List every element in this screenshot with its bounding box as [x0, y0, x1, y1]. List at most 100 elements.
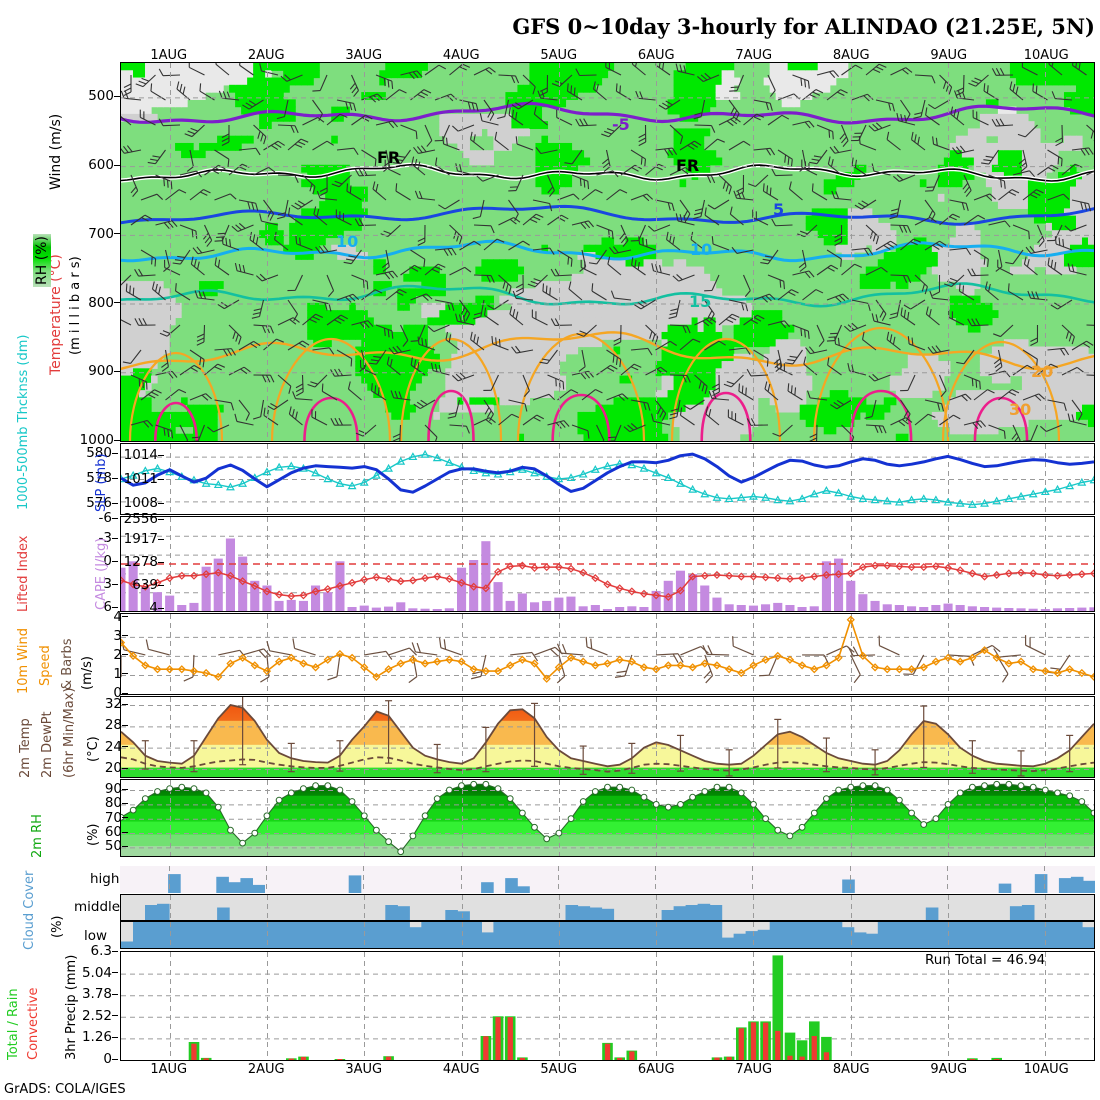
- tickmark: [114, 95, 120, 97]
- tickmark: [112, 1058, 118, 1060]
- windspeed-tick-3: 3: [113, 627, 122, 644]
- pressure-tick-600: 600: [88, 157, 114, 174]
- tickmark: [112, 583, 118, 585]
- pressure-tick-700: 700: [88, 225, 114, 242]
- label-cloud-cover: Cloud Cover: [22, 870, 37, 950]
- cape-tick-4: 4: [149, 600, 158, 616]
- rh-tick-50: 50: [104, 838, 122, 855]
- precip-tick-0: 0: [103, 1051, 112, 1067]
- date-tick-9aug: 9AUG: [930, 48, 968, 63]
- tickmark: [122, 746, 128, 748]
- tickmark: [158, 518, 164, 520]
- label-thickness: 1000-500mb Thcknss (dm): [16, 334, 31, 510]
- run-total-label: Run Total = 46.94: [925, 952, 1046, 968]
- tickmark: [158, 538, 164, 540]
- label-cape: CAPE (J/kg): [94, 537, 109, 610]
- date-tick-4aug: 4AUG: [442, 48, 480, 63]
- date-tick-5aug: 5AUG: [540, 48, 578, 63]
- label-precip-conv: Convective: [26, 987, 41, 1060]
- precip-tick-378: 3.78: [81, 986, 112, 1003]
- label-wind-units: Wind (m/s): [48, 113, 64, 190]
- cape-tick-1278: 1278: [123, 554, 158, 570]
- date-tick-6aug: 6AUG: [637, 48, 675, 63]
- cape-tick-2556: 2556: [123, 511, 158, 527]
- precip-tick-252: 2.52: [81, 1007, 112, 1024]
- tickmark: [122, 703, 128, 705]
- thickness-tick-580: 580: [86, 445, 112, 461]
- date-tick-3aug: 3AUG: [345, 48, 383, 63]
- tickmark: [158, 478, 164, 480]
- temp-tick-28: 28: [104, 717, 122, 734]
- label-rh-upper: RH (%): [33, 234, 51, 287]
- top-date-axis: 1AUG 2AUG 3AUG 4AUG 5AUG 6AUG 7AUG 8AUG 9AUG 10AU…: [0, 48, 1100, 66]
- label-precip-axis: 3hr Precip (mm): [64, 954, 79, 1060]
- rh-tick-60: 60: [104, 824, 122, 841]
- tickmark: [122, 635, 128, 637]
- date-tick-4aug: 4AUG: [442, 1062, 480, 1077]
- temp-tick-20: 20: [104, 760, 122, 776]
- tickmark: [122, 654, 128, 656]
- tickmark: [112, 1015, 118, 1017]
- date-tick-6aug: 6AUG: [637, 1062, 675, 1077]
- panel-10m-wind: [120, 613, 1095, 695]
- tickmark: [122, 767, 128, 769]
- contour-label-15-6: 15: [689, 292, 712, 311]
- date-tick-2aug: 2AUG: [247, 48, 285, 63]
- pressure-tick-1000: 1000: [79, 432, 114, 448]
- panel-cloud-high: [120, 866, 1095, 893]
- label-minmax: (6hr Min/Max): [62, 687, 77, 778]
- tickmark: [112, 452, 118, 454]
- temp-tick-24: 24: [104, 738, 122, 755]
- label-2m-dewpt: 2m DewPt: [40, 711, 55, 778]
- tickmark: [122, 724, 128, 726]
- li-tick-3: -3: [98, 530, 112, 546]
- date-tick-7aug: 7AUG: [735, 1062, 773, 1077]
- slp-tick-1014: 1014: [123, 447, 158, 463]
- windspeed-tick-1: 1: [113, 665, 122, 682]
- tickmark: [112, 502, 118, 504]
- tickmark: [112, 950, 118, 952]
- date-tick-3aug: 3AUG: [345, 1062, 383, 1077]
- cloud-level-middle: middle: [74, 899, 121, 915]
- label-2m-rh: 2m RH: [30, 814, 45, 858]
- thickness-tick-576: 576: [86, 495, 112, 511]
- cape-tick-639: 639: [132, 577, 158, 593]
- tickmark: [112, 993, 118, 995]
- contour-label-5-0: -5: [612, 115, 630, 134]
- slp-tick-1011: 1011: [123, 471, 158, 487]
- date-tick-8aug: 8AUG: [832, 48, 870, 63]
- tickmark: [122, 845, 128, 847]
- tickmark: [122, 802, 128, 804]
- panel-cloud-middle: [120, 894, 1095, 921]
- tickmark: [158, 607, 164, 609]
- tickmark: [112, 1036, 118, 1038]
- tickmark: [114, 439, 120, 441]
- label-millibars: (m i l l i b a r s): [68, 256, 83, 355]
- tickmark: [122, 673, 128, 675]
- li-tick-6: -6: [98, 510, 112, 526]
- panel-2m-temperature: [120, 696, 1095, 778]
- thickness-tick-578: 578: [86, 470, 112, 486]
- pressure-tick-900: 900: [88, 363, 114, 380]
- bottom-date-axis: 1AUG 2AUG 3AUG 4AUG 5AUG 6AUG 7AUG 8AUG 9AUG 10AU…: [0, 1062, 1100, 1082]
- label-barbs: & Barbs: [60, 638, 75, 690]
- label-temp-units: (°C): [86, 736, 101, 762]
- label-10m-wind: 10m Wind: [16, 627, 31, 694]
- windspeed-tick-0: 0: [113, 685, 122, 701]
- label-lifted-index: Lifted Index: [16, 535, 31, 612]
- date-tick-9aug: 9AUG: [930, 1062, 968, 1077]
- contour-label-10-4: 10: [336, 232, 359, 251]
- label-precip-total: Total / Rain: [6, 988, 21, 1060]
- date-tick-7aug: 7AUG: [735, 48, 773, 63]
- panel-2m-rh: [120, 779, 1095, 857]
- tickmark: [114, 233, 120, 235]
- li-tick-3: 3: [103, 576, 112, 592]
- tickmark: [122, 616, 128, 618]
- date-tick-8aug: 8AUG: [832, 1062, 870, 1077]
- label-speed-units: (m/s): [80, 656, 95, 690]
- contour-label-5-3: 5: [773, 200, 785, 219]
- date-tick-1aug: 1AUG: [150, 1062, 188, 1077]
- tickmark: [158, 454, 164, 456]
- slp-tick-1008: 1008: [123, 495, 158, 511]
- tickmark: [112, 477, 118, 479]
